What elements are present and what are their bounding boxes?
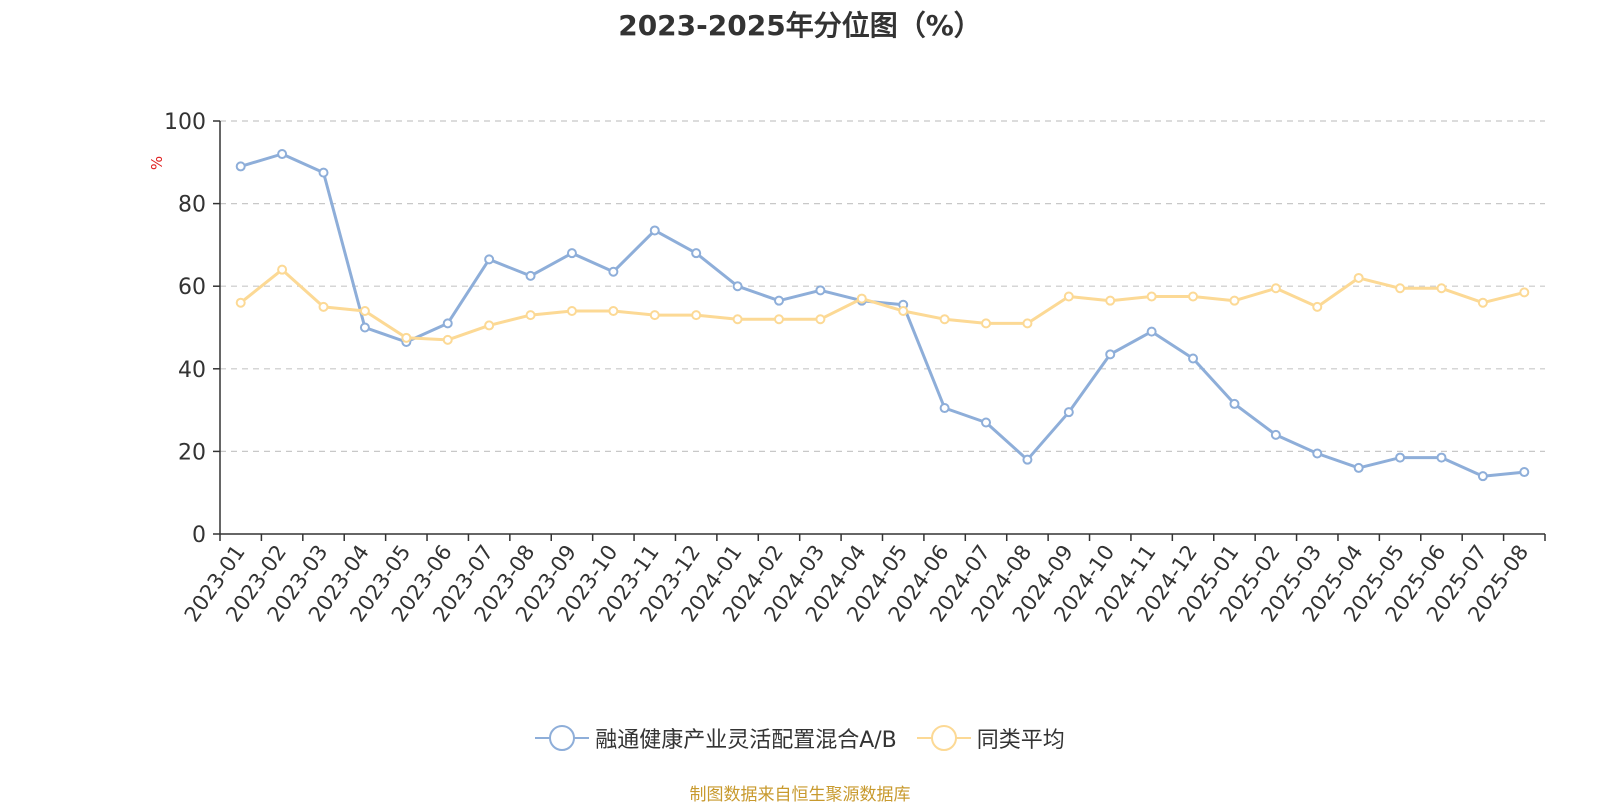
data-point — [235, 297, 246, 308]
series-layer — [235, 149, 1530, 482]
data-point — [856, 293, 867, 304]
data-point — [1477, 297, 1488, 308]
series-line-1 — [239, 268, 1525, 342]
data-point — [1312, 448, 1323, 459]
legend-line-circle-icon — [535, 723, 590, 753]
data-point — [1188, 291, 1199, 302]
data-point — [1063, 407, 1074, 418]
data-point — [732, 281, 743, 292]
series-line-0 — [240, 152, 1525, 478]
data-point — [525, 270, 536, 281]
data-point — [1022, 318, 1033, 329]
data-point — [649, 225, 660, 236]
data-point — [1477, 471, 1488, 482]
y-tick-label: 20 — [178, 440, 206, 465]
data-point — [566, 248, 577, 259]
data-point — [442, 318, 453, 329]
data-point — [1146, 291, 1157, 302]
data-point — [815, 314, 826, 325]
data-point — [1105, 349, 1116, 360]
y-tick-label: 40 — [178, 358, 206, 383]
data-point — [815, 285, 826, 296]
data-point — [1436, 452, 1447, 463]
data-point — [608, 305, 619, 316]
data-point — [484, 254, 495, 265]
data-point — [1353, 462, 1364, 473]
axis-layer: 020406080100%2023-012023-022023-032023-0… — [148, 110, 1546, 626]
data-point — [359, 322, 370, 333]
data-point — [1436, 283, 1447, 294]
data-point — [442, 334, 453, 345]
data-point — [1395, 452, 1406, 463]
data-point — [1353, 272, 1364, 283]
data-point — [277, 149, 288, 160]
data-point — [1519, 287, 1530, 298]
data-point — [649, 310, 660, 321]
legend-line-circle-icon — [916, 723, 971, 753]
data-point — [691, 310, 702, 321]
data-point — [1063, 291, 1074, 302]
data-point — [401, 332, 412, 343]
data-point — [525, 310, 536, 321]
data-point — [1022, 454, 1033, 465]
data-point — [1270, 429, 1281, 440]
data-point — [608, 266, 619, 277]
data-point — [359, 305, 370, 316]
data-point — [981, 417, 992, 428]
data-point — [773, 295, 784, 306]
data-point — [981, 318, 992, 329]
data-point — [939, 403, 950, 414]
data-point — [691, 248, 702, 259]
data-point — [1146, 326, 1157, 337]
legend: 融通健康产业灵活配置混合A/B 同类平均 — [0, 722, 1600, 754]
data-point — [235, 161, 246, 172]
data-point — [898, 305, 909, 316]
y-tick-label: 80 — [178, 193, 206, 218]
y-tick-label: 100 — [164, 110, 206, 135]
data-point — [1188, 353, 1199, 364]
legend-label-fund: 融通健康产业灵活配置混合A/B — [595, 728, 897, 753]
chart-title: 2023-2025年分位图（%） — [618, 9, 982, 42]
legend-label-peer-average: 同类平均 — [976, 728, 1065, 753]
source-note: 制图数据来自恒生聚源数据库 — [689, 785, 911, 805]
data-point — [732, 314, 743, 325]
data-point — [1229, 398, 1240, 409]
data-point — [1270, 283, 1281, 294]
data-point — [1395, 283, 1406, 294]
y-tick-label: 0 — [192, 523, 206, 548]
data-point — [1312, 301, 1323, 312]
y-tick-label: 60 — [178, 275, 206, 300]
data-point — [484, 320, 495, 331]
data-point — [318, 301, 329, 312]
data-point — [1105, 295, 1116, 306]
data-point — [277, 264, 288, 275]
legend-item-fund[interactable]: 融通健康产业灵活配置混合A/B — [535, 722, 897, 754]
data-point — [1519, 467, 1530, 478]
data-point — [318, 167, 329, 178]
data-point — [939, 314, 950, 325]
data-point — [1229, 295, 1240, 306]
legend-item-peer-average[interactable]: 同类平均 — [916, 722, 1065, 754]
grid-layer — [220, 120, 1545, 452]
data-point — [566, 305, 577, 316]
data-point — [773, 314, 784, 325]
y-axis-label: % — [148, 156, 166, 170]
